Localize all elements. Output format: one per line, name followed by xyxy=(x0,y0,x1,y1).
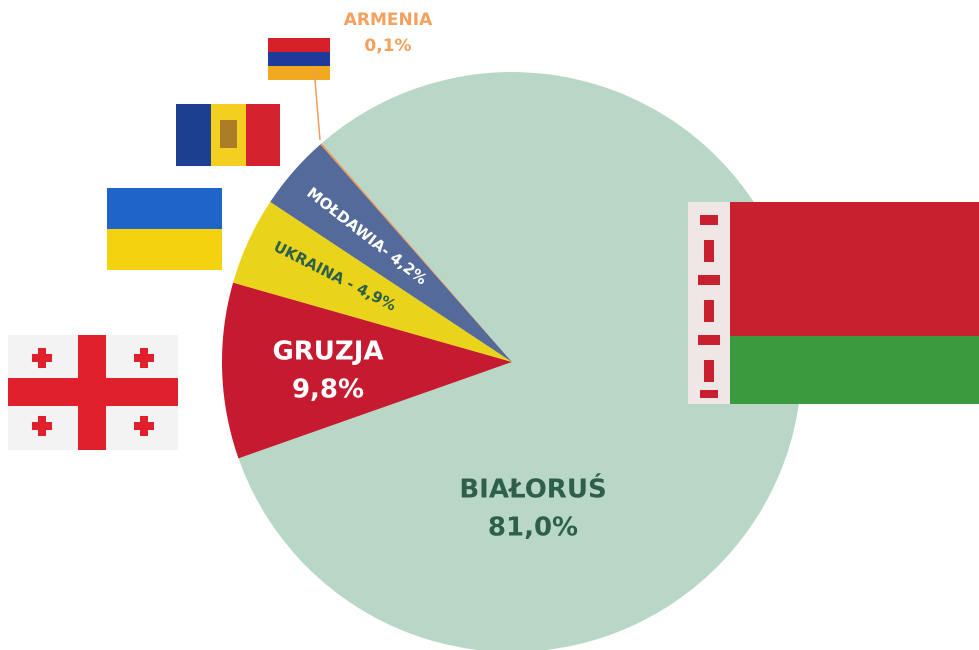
slice-label: BIAŁORUŚ xyxy=(459,473,606,505)
pie-slice xyxy=(222,282,512,459)
slice-value-label: 0,1% xyxy=(364,36,411,56)
pie-slice xyxy=(320,143,512,362)
flag-ukraine xyxy=(107,188,222,270)
slice-value-label: 9,8% xyxy=(292,375,364,405)
pie-slice xyxy=(270,144,512,362)
flag-georgia xyxy=(8,335,178,450)
pie-slice xyxy=(233,201,512,362)
flag-armenia xyxy=(268,38,330,80)
slice-label: ARMENIA xyxy=(344,10,433,30)
leader-line xyxy=(313,67,321,141)
pie-slice xyxy=(238,72,802,650)
slice-value-label: 81,0% xyxy=(488,513,578,543)
flag-belarus xyxy=(688,202,979,404)
flag-moldova xyxy=(176,104,280,166)
slice-label: GRUZJA xyxy=(272,337,383,367)
